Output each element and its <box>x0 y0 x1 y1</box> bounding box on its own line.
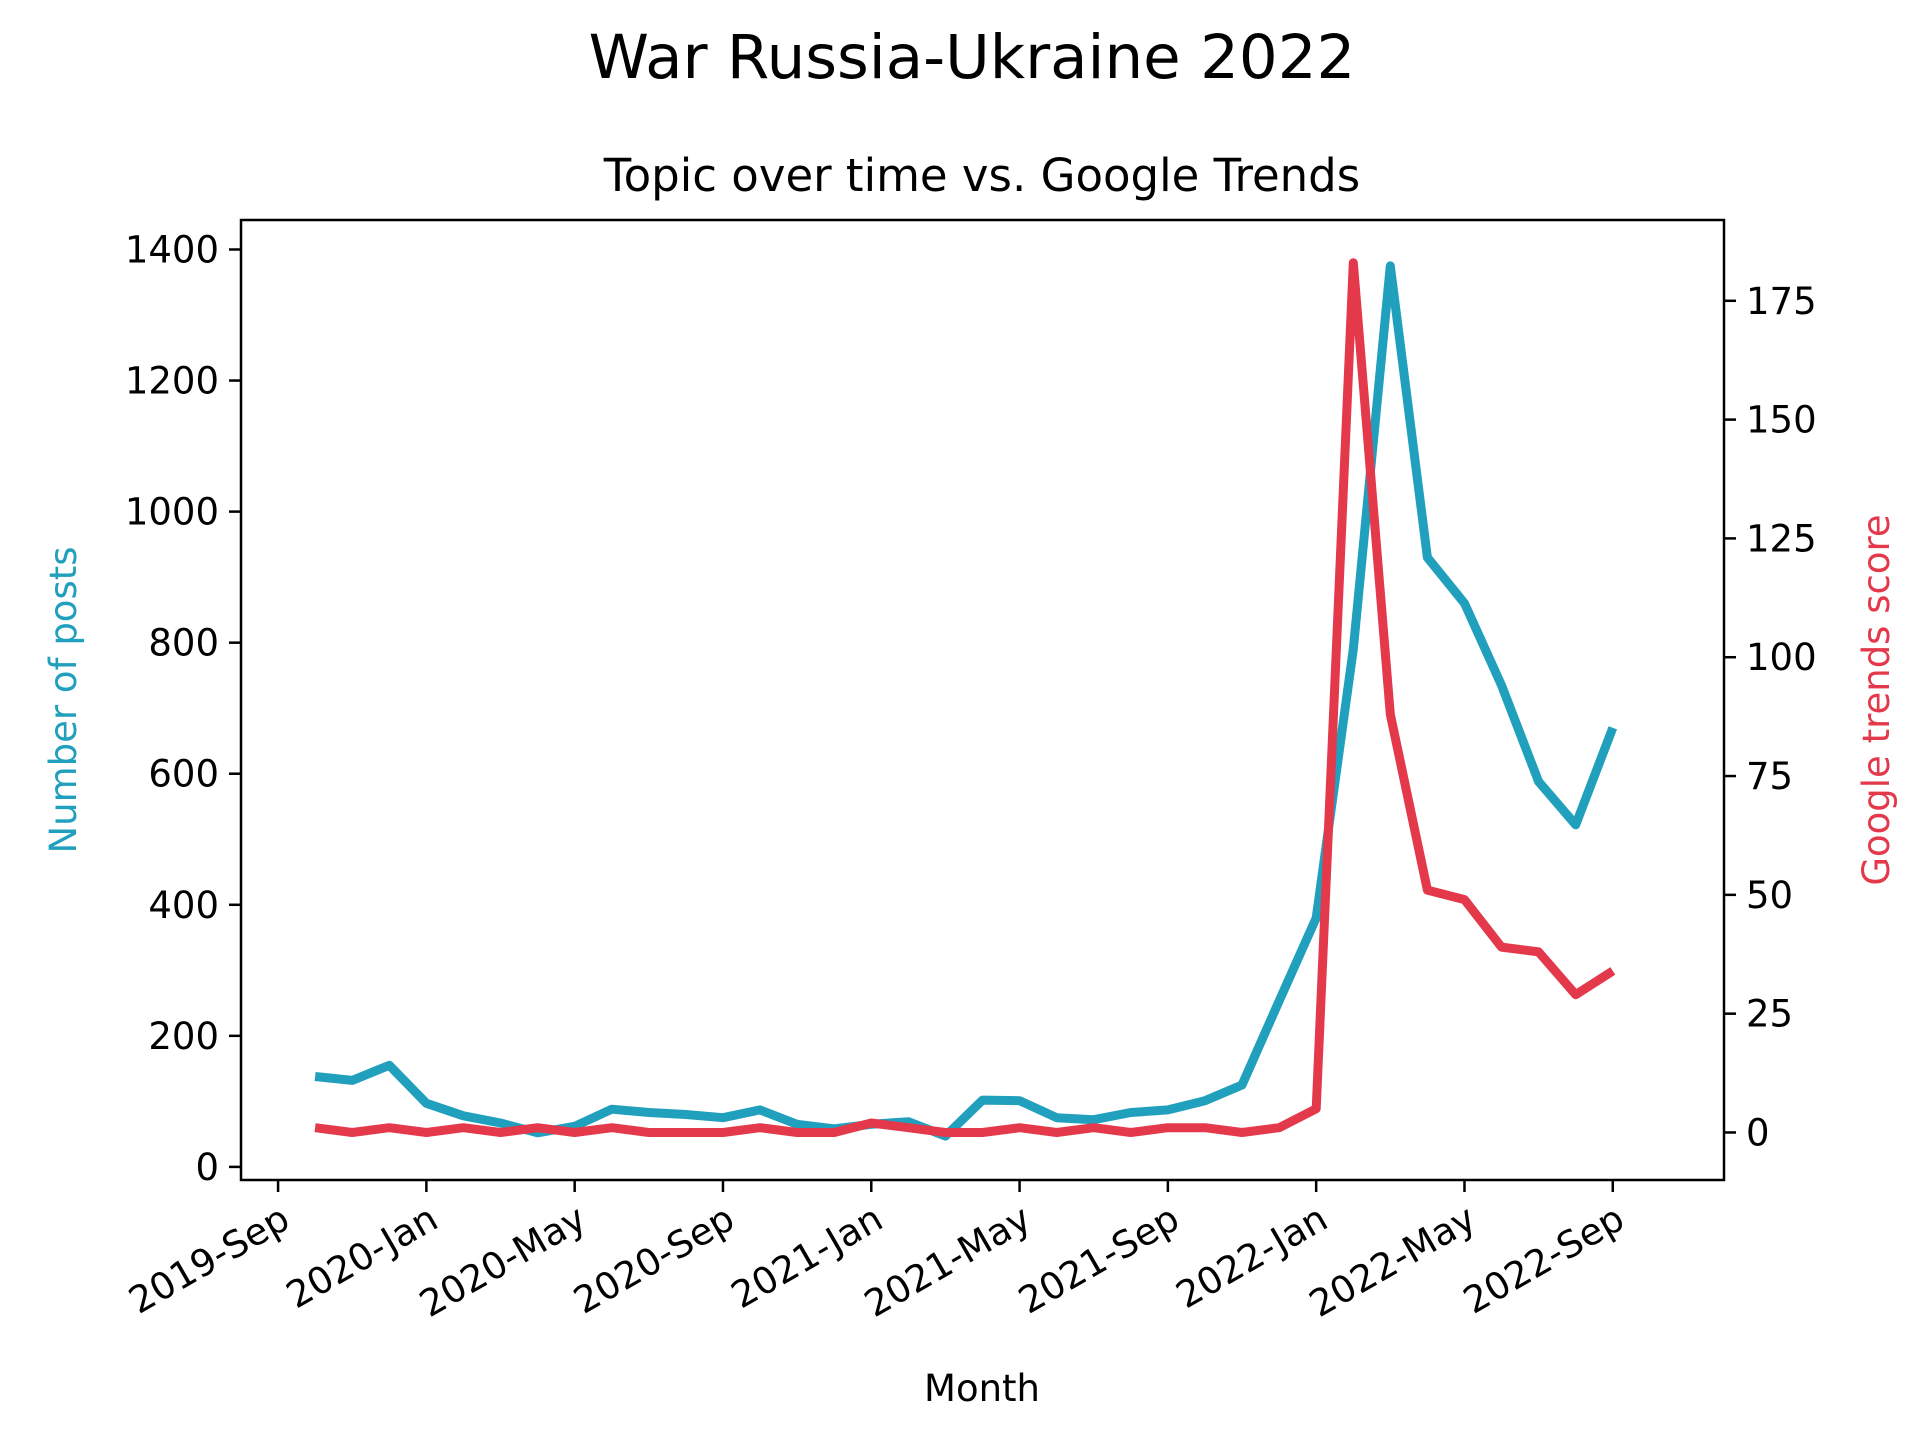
y-left-tick-label: 400 <box>148 884 219 927</box>
x-tick-label: 2019-Sep <box>122 1197 297 1323</box>
y-left-tick-label: 0 <box>195 1146 219 1189</box>
series-line-number-of-posts <box>314 261 1618 1141</box>
chart-title: Topic over time vs. Google Trends <box>603 149 1360 202</box>
y-axis-right: 0 25 50 75 100 125 150 175 <box>1724 280 1817 1154</box>
y-right-tick-label: 150 <box>1746 399 1817 442</box>
y-right-tick-label: 75 <box>1746 755 1793 798</box>
x-tick-label: 2022-May <box>1302 1197 1483 1326</box>
series-line-google-trends <box>314 258 1616 1137</box>
x-tick-label: 2020-May <box>412 1197 593 1326</box>
x-tick-label: 2021-Sep <box>1011 1197 1186 1323</box>
figure-suptitle: War Russia-Ukraine 2022 <box>589 22 1356 93</box>
y-right-tick-label: 50 <box>1746 874 1793 917</box>
y-right-tick-label: 100 <box>1746 636 1817 679</box>
plot-frame <box>239 218 1726 1182</box>
y-axis-label-left: Number of posts <box>42 546 85 853</box>
y-left-tick-label: 200 <box>148 1015 219 1058</box>
y-right-tick-label: 25 <box>1746 993 1793 1036</box>
x-axis: 2019-Sep2020-Jan2020-May2020-Sep2021-Jan… <box>122 1180 1631 1326</box>
y-left-tick-label: 1000 <box>125 491 219 534</box>
y-left-tick-label: 1400 <box>125 228 219 271</box>
x-tick-label: 2021-May <box>857 1197 1038 1326</box>
x-tick-label: 2022-Sep <box>1456 1197 1631 1323</box>
plot-series <box>314 258 1618 1141</box>
y-left-tick-label: 800 <box>148 622 219 665</box>
y-right-tick-label: 125 <box>1746 517 1817 560</box>
y-left-tick-label: 600 <box>148 753 219 796</box>
y-left-tick-label: 1200 <box>125 360 219 403</box>
y-right-tick-label: 175 <box>1746 280 1817 323</box>
x-tick-label: 2020-Sep <box>566 1197 741 1323</box>
y-right-tick-label: 0 <box>1746 1111 1770 1154</box>
x-axis-label: Month <box>924 1367 1040 1410</box>
y-axis-left: 0 200 400 600 800 1000 1200 1400 <box>125 228 241 1189</box>
y-axis-label-right: Google trends score <box>1855 514 1898 885</box>
